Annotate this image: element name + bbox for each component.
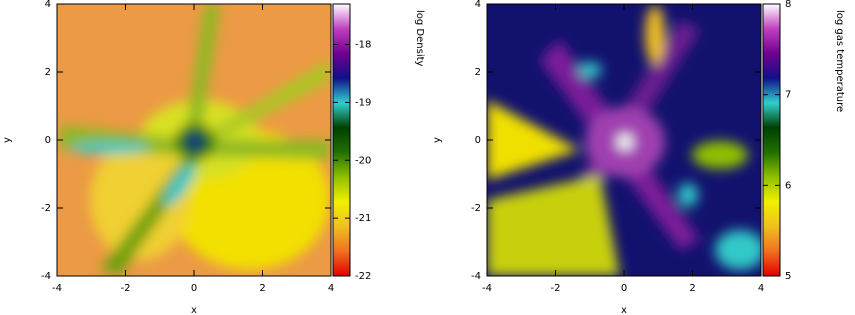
- field-structures: [487, 5, 761, 276]
- colorbar-tick-label: -21: [355, 213, 371, 224]
- x-tick-label: -4: [482, 283, 492, 294]
- y-tick-label: 2: [45, 67, 51, 78]
- x-tick-label: 4: [328, 283, 334, 294]
- colorbar-tick-label: -18: [355, 40, 371, 51]
- x-tick-label: -2: [551, 283, 561, 294]
- x-tick-label: -2: [121, 283, 131, 294]
- x-tick-label: -4: [52, 283, 62, 294]
- colorbar-tick-label: -19: [355, 97, 371, 108]
- x-tick-label: 4: [758, 283, 764, 294]
- colorbar-tick-label: -22: [355, 271, 371, 282]
- x-axis-label: x: [621, 305, 627, 315]
- x-axis-label: x: [191, 305, 197, 315]
- temperature-field: [487, 4, 761, 276]
- field-structures: [60, 4, 330, 276]
- colorbar-tick-label: 8: [785, 0, 791, 10]
- y-tick-label: 4: [45, 0, 51, 10]
- y-tick-label: 0: [475, 135, 481, 146]
- y-tick-label: -4: [41, 271, 51, 282]
- y-axis-label: y: [2, 137, 13, 143]
- colorbar: [762, 3, 781, 277]
- colorbar-tick-label: 6: [785, 180, 791, 191]
- colorbar-tick-label: 5: [785, 271, 791, 282]
- x-tick-label: 2: [689, 283, 695, 294]
- colorbar-label: log Density: [414, 10, 425, 67]
- x-tick-label: 0: [191, 283, 197, 294]
- colorbar-label: log gas temperature: [834, 10, 845, 112]
- colorbar: [332, 3, 351, 277]
- x-tick-label: 0: [621, 283, 627, 294]
- x-tick-label: 2: [259, 283, 265, 294]
- y-tick-label: -4: [471, 271, 481, 282]
- y-axis-label: y: [432, 137, 443, 143]
- y-tick-label: -2: [41, 203, 51, 214]
- y-tick-label: 2: [475, 67, 481, 78]
- density-field: [57, 4, 331, 276]
- colorbar-tick-label: -20: [355, 155, 371, 166]
- y-tick-label: 4: [475, 0, 481, 10]
- y-tick-label: -2: [471, 203, 481, 214]
- colorbar-tick-label: 7: [785, 90, 791, 101]
- y-tick-label: 0: [45, 135, 51, 146]
